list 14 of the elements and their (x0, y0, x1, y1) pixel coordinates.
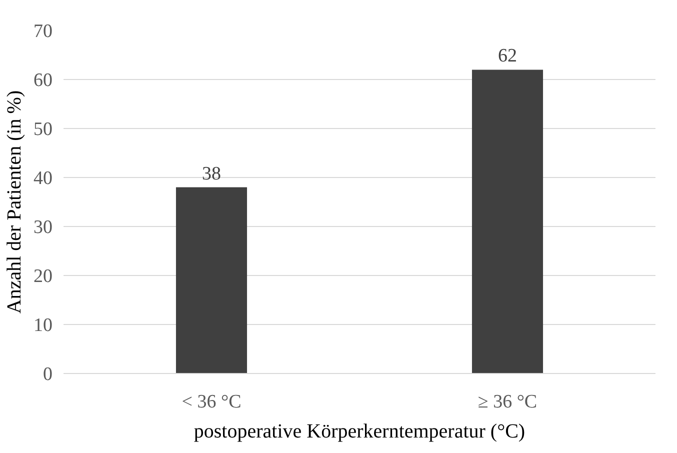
y-tick-label: 50 (34, 119, 52, 140)
x-tick-label: ≥ 36 °C (478, 392, 538, 412)
y-tick-label: 70 (34, 21, 52, 42)
y-tick-label: 10 (34, 315, 52, 336)
y-axis-title: Anzahl der Patienten (in %) (4, 90, 26, 314)
data-label: 62 (498, 46, 517, 67)
y-tick-label: 60 (34, 70, 52, 91)
y-tick-label: 20 (34, 266, 52, 287)
y-tick-label: 30 (34, 217, 52, 238)
y-tick-label: 40 (34, 168, 52, 189)
y-tick-label: 0 (43, 364, 52, 385)
x-tick-label: < 36 °C (182, 392, 242, 412)
x-axis-title: postoperative Körperkerntemperatur (°C) (194, 420, 526, 442)
data-label: 38 (202, 163, 221, 184)
